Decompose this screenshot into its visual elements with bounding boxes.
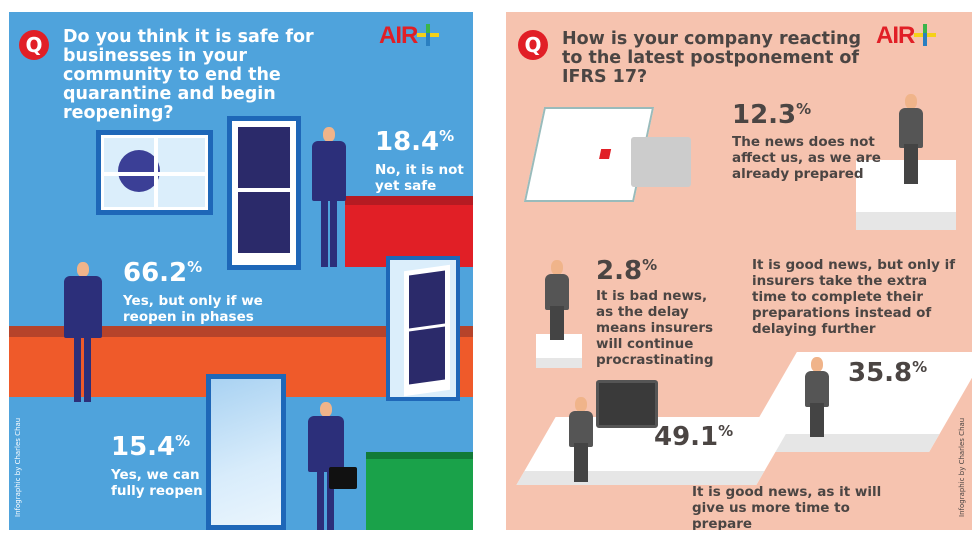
briefcase-icon <box>329 467 357 489</box>
air-plus-logo: AIR <box>876 22 937 50</box>
monitor-icon <box>596 380 658 428</box>
businessman-figure <box>542 260 572 340</box>
question-q-icon: Q <box>19 30 49 60</box>
answer-percent: 2.8% <box>596 256 658 286</box>
virus-icon <box>118 150 160 192</box>
credit-text: Infographic by Charles Chau <box>14 417 22 517</box>
calculator-icon <box>631 137 691 187</box>
businessman-figure <box>309 127 349 267</box>
glass-door-illustration <box>206 374 286 530</box>
green-block <box>366 452 473 530</box>
businessman-figure <box>566 397 596 482</box>
answer-label: It is good news, but only if insurers ta… <box>752 257 956 337</box>
closed-door-illustration <box>227 116 301 270</box>
answer-label: Yes, we can fully reopen <box>111 467 203 499</box>
answer-label: No, it is not yet safe <box>375 162 464 194</box>
open-door-illustration <box>386 256 460 401</box>
credit-text: Infographic by Charles Chau <box>958 417 966 517</box>
question-q-icon: Q <box>518 30 548 60</box>
answer-percent: 15.4% <box>111 432 191 462</box>
answer-label: The news does not affect us, as we are a… <box>732 134 881 182</box>
businessman-figure <box>304 402 348 530</box>
red-block <box>345 196 473 267</box>
right-question-title: How is your company reacting to the late… <box>562 29 862 87</box>
right-infographic-panel: Q How is your company reacting to the la… <box>506 12 972 530</box>
answer-percent: 18.4% <box>375 127 455 157</box>
window-illustration <box>96 130 213 215</box>
left-infographic-panel: Q Do you think it is safe for businesses… <box>9 12 473 530</box>
answer-percent: 49.1% <box>654 422 734 452</box>
businessman-figure <box>896 94 926 184</box>
left-question-title: Do you think it is safe for businesses i… <box>63 27 314 123</box>
answer-label: Yes, but only if we reopen in phases <box>123 293 263 325</box>
businessman-figure <box>61 262 105 402</box>
answer-percent: 12.3% <box>732 100 812 130</box>
answer-percent: 66.2% <box>123 258 203 288</box>
answer-label: It is bad news, as the delay means insur… <box>596 288 714 368</box>
air-plus-logo: AIR <box>379 22 440 50</box>
businessman-figure <box>802 357 832 437</box>
answer-percent: 35.8% <box>848 358 928 388</box>
answer-label: It is good news, as it will give us more… <box>692 484 882 530</box>
